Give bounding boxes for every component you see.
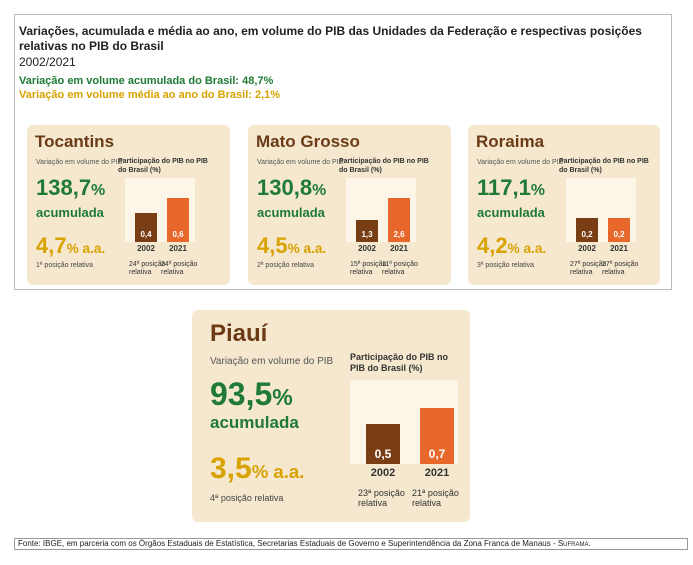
participation-rank: 15ª posição relativa	[350, 261, 386, 277]
rank-line: relativa	[382, 269, 405, 277]
state-name: Mato Grosso	[256, 132, 360, 151]
participation-rank: 11ª posição relativa	[382, 261, 418, 277]
average-value: 3,5% a.a.	[210, 452, 304, 486]
year-label: 2021	[610, 244, 628, 253]
state-name: Roraima	[476, 132, 545, 151]
average-unit: % a.a.	[251, 461, 305, 482]
year-label: 2002	[137, 244, 155, 253]
rank-line: relativa	[570, 269, 593, 277]
accumulated-label: acumulada	[210, 413, 299, 432]
rank-line: relativa	[350, 269, 373, 277]
rank-line: 24ª posição	[129, 261, 166, 268]
average-number: 4,5	[257, 233, 288, 258]
year-label: 2002	[358, 244, 376, 253]
state-name: Piauí	[210, 320, 268, 347]
variation-rank: 2ª posição relativa	[257, 262, 315, 269]
accumulated-label: acumulada	[36, 205, 104, 220]
accumulated-number: 93,5	[210, 376, 273, 412]
accumulated-number: 117,1	[477, 175, 531, 200]
rank-line: 27ª posição	[602, 261, 639, 268]
average-value: 4,2% a.a.	[477, 233, 546, 259]
participation-title: Participação do PIB no PIB do Brasil (%)	[339, 158, 429, 174]
chart-header: Variações, acumulada e média ao ano, em …	[19, 24, 649, 102]
year-label: 2021	[169, 244, 187, 253]
state-card: Tocantins Variação em volume do PIB 138,7%…	[27, 125, 230, 285]
rank-line: 24ª posição	[161, 261, 198, 268]
variation-rank: 4ª posição relativa	[210, 493, 284, 503]
bar-2021: 2,6	[388, 198, 410, 242]
participation-title: Participação do PIB no PIB do Brasil (%)	[118, 158, 208, 174]
variation-label: Variação em volume do PIB	[477, 159, 564, 166]
average-number: 3,5	[210, 452, 252, 485]
state-card: Roraima Variação em volume do PIB 117,1% ac…	[468, 125, 660, 285]
average-value: 4,7% a.a.	[36, 233, 105, 259]
variation-rank: 1ª posição relativa	[36, 262, 94, 269]
chart-period: 2002/2021	[19, 55, 76, 69]
variation-label: Variação em volume do PIB	[210, 356, 334, 367]
accumulated-value: 93,5%	[210, 376, 293, 413]
participation-rank: 24ª posição relativa	[129, 261, 165, 277]
average-unit: % a.a.	[507, 241, 547, 256]
variation-label: Variação em volume do PIB	[36, 159, 123, 166]
rank-line: 21ª posição	[412, 488, 459, 498]
brasil-average: Variação em volume média ao ano do Brasi…	[19, 89, 281, 101]
year-label: 2021	[424, 467, 450, 479]
state-card: Mato Grosso Variação em volume do PIB 130,…	[248, 125, 451, 285]
source-brand: Suframa.	[557, 539, 591, 548]
participation-rank: 27ª posição relativa	[570, 261, 606, 277]
source-text: Fonte: IBGE, em parceria com os Órgãos E…	[18, 539, 558, 548]
accumulated-value: 138,7%	[36, 175, 105, 201]
bar-2002: 0,2	[576, 218, 598, 242]
rank-line: relativa	[161, 269, 184, 277]
accumulated-pct: %	[272, 384, 293, 410]
participation-rank: 21ª posição relativa	[412, 488, 459, 509]
year-label: 2002	[578, 244, 596, 253]
rank-line: relativa	[358, 498, 388, 509]
variation-label: Variação em volume do PIB	[257, 159, 344, 166]
accumulated-label: acumulada	[257, 205, 325, 220]
variation-rank: 3ª posição relativa	[477, 262, 535, 269]
bar-2002: 0,4	[135, 213, 157, 242]
bar-2021: 0,7	[420, 408, 454, 464]
chart-title: Variações, acumulada e média ao ano, em …	[19, 24, 642, 53]
state-name: Tocantins	[35, 132, 115, 151]
rank-line: relativa	[129, 269, 152, 277]
accumulated-value: 117,1%	[477, 175, 545, 201]
bar-2002: 1,3	[356, 220, 378, 242]
state-card: Piauí Variação em volume do PIB 93,5% acumu…	[192, 310, 470, 522]
accumulated-value: 130,8%	[257, 175, 326, 201]
bar-2021: 0,6	[167, 198, 189, 242]
average-number: 4,2	[477, 233, 508, 258]
accumulated-label: acumulada	[477, 205, 545, 220]
accumulated-pct: %	[312, 182, 327, 199]
source-note: Fonte: IBGE, em parceria com os Órgãos E…	[14, 538, 688, 550]
brasil-accumulated: Variação em volume acumulada do Brasil: …	[19, 75, 274, 87]
average-number: 4,7	[36, 233, 67, 258]
accumulated-pct: %	[91, 182, 106, 199]
rank-line: 23ª posição	[358, 488, 405, 498]
participation-rank: 23ª posição relativa	[358, 488, 405, 509]
average-unit: % a.a.	[287, 241, 327, 256]
year-label: 2021	[390, 244, 408, 253]
average-unit: % a.a.	[66, 241, 106, 256]
bar-2021: 0,2	[608, 218, 630, 242]
rank-line: relativa	[412, 498, 442, 509]
rank-line: 11ª posição	[382, 261, 418, 268]
participation-rank: 27ª posição relativa	[602, 261, 638, 277]
rank-line: 27ª posição	[570, 261, 607, 268]
participation-title: Participação do PIB no PIB do Brasil (%)	[350, 352, 449, 373]
accumulated-pct: %	[530, 182, 545, 199]
rank-line: relativa	[602, 269, 625, 277]
rank-line: 15ª posição	[350, 261, 387, 268]
accumulated-number: 130,8	[257, 175, 313, 200]
bar-2002: 0,5	[366, 424, 400, 464]
accumulated-number: 138,7	[36, 175, 92, 200]
participation-rank: 24ª posição relativa	[161, 261, 197, 277]
year-label: 2002	[370, 467, 396, 479]
average-value: 4,5% a.a.	[257, 233, 326, 259]
participation-title: Participação do PIB no PIB do Brasil (%)	[559, 158, 649, 174]
